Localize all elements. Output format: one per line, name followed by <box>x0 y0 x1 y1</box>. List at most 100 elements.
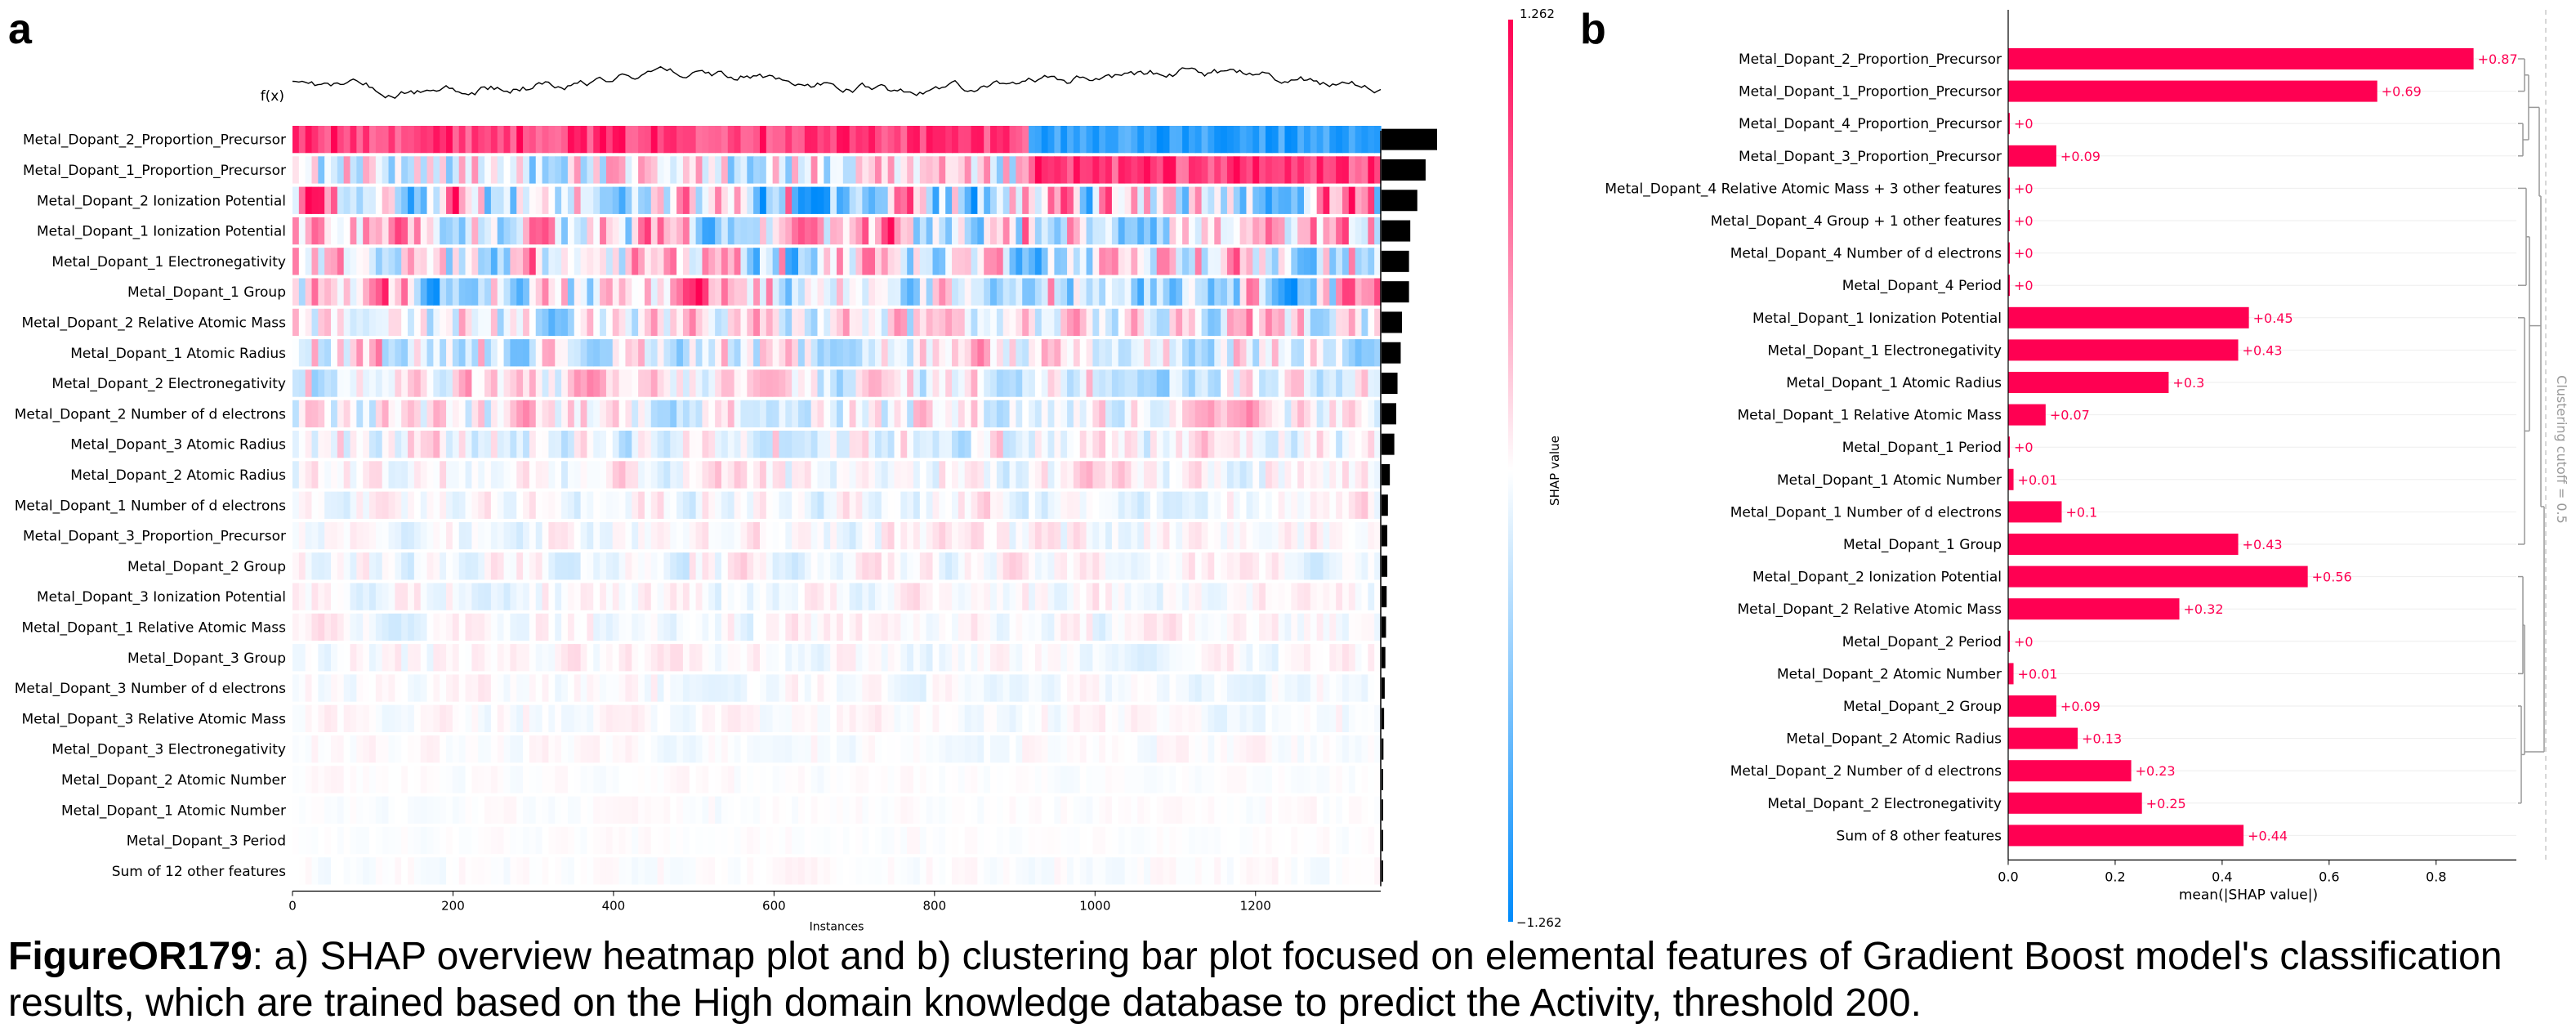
heatmap-cell <box>708 308 716 337</box>
heatmap-cell <box>695 552 703 580</box>
heatmap-cell <box>1169 766 1176 793</box>
heatmap-cell <box>945 552 953 580</box>
heatmap-cell <box>1336 156 1343 184</box>
heatmap-cell <box>1182 217 1190 245</box>
heatmap-cell <box>1099 735 1106 763</box>
heatmap-cell <box>1291 126 1298 154</box>
heatmap-cell <box>907 339 914 367</box>
heatmap-cell <box>766 644 774 672</box>
heatmap-cell <box>1265 278 1273 306</box>
heatmap-cell <box>644 156 652 184</box>
heatmap-cell <box>535 339 543 367</box>
heatmap-cell <box>408 461 415 489</box>
heatmap-cell <box>1201 583 1209 610</box>
heatmap-cell <box>356 796 364 824</box>
heatmap-cell <box>1208 431 1215 458</box>
feature-label: Metal_Dopant_3 Period <box>127 834 286 850</box>
heatmap-cell <box>715 217 722 245</box>
heatmap-cell <box>369 826 377 855</box>
heatmap-cell <box>734 126 742 154</box>
heatmap-cell <box>1041 644 1049 672</box>
heatmap-cell <box>298 339 306 367</box>
heatmap-cell <box>1002 826 1011 855</box>
heatmap-cell <box>842 431 850 458</box>
heatmap-cell <box>1124 583 1132 610</box>
heatmap-cell <box>1073 735 1081 763</box>
heatmap-cell <box>958 704 966 732</box>
heatmap-cell <box>1002 369 1011 397</box>
heatmap-cell <box>305 735 313 763</box>
heatmap-cell <box>1259 796 1266 824</box>
heatmap-cell <box>913 491 921 519</box>
heatmap-cell <box>1002 644 1011 672</box>
heatmap-cell <box>779 613 786 641</box>
heatmap-cell <box>1265 613 1273 641</box>
heatmap-cell <box>1291 339 1298 367</box>
heatmap-cell <box>535 217 543 245</box>
heatmap-cell <box>356 735 364 763</box>
heatmap-cell <box>708 156 716 184</box>
heatmap-cell <box>452 491 460 519</box>
heatmap-cell <box>702 644 709 672</box>
heatmap-cell <box>958 248 966 275</box>
heatmap-cell <box>324 248 332 275</box>
heatmap-cell <box>523 613 530 641</box>
heatmap-cell <box>939 217 946 245</box>
heatmap-cell <box>478 369 485 397</box>
heatmap-cell <box>350 369 357 397</box>
heatmap-cell <box>1118 369 1126 397</box>
heatmap-cell <box>958 217 966 245</box>
heatmap-cell <box>1265 674 1273 702</box>
heatmap-cell <box>1265 857 1273 885</box>
heatmap-cell <box>452 826 460 855</box>
heatmap-cell <box>766 491 774 519</box>
heatmap-cell <box>1291 308 1298 337</box>
heatmap-cell <box>952 156 959 184</box>
heatmap-cell <box>1297 491 1305 519</box>
heatmap-cell <box>1297 431 1305 458</box>
heatmap-cell <box>478 857 485 885</box>
heatmap-cell <box>612 308 620 337</box>
heatmap-cell <box>350 126 357 154</box>
heatmap-cell <box>1105 278 1113 306</box>
heatmap-cell <box>977 186 984 214</box>
heatmap-cell <box>1342 796 1350 824</box>
heatmap-cell <box>715 308 722 337</box>
heatmap-cell <box>542 521 550 550</box>
heatmap-cell <box>567 552 575 580</box>
importance-bar <box>1382 128 1437 150</box>
heatmap-cell <box>1047 644 1055 672</box>
heatmap-cell <box>1022 431 1029 458</box>
heatmap-cell <box>311 491 319 519</box>
heatmap-cell <box>490 339 498 367</box>
heatmap-cell <box>868 156 876 184</box>
heatmap-cell <box>413 248 422 275</box>
heatmap-cell <box>702 431 709 458</box>
heatmap-cell <box>1144 217 1151 245</box>
heatmap-cell <box>618 217 627 245</box>
heatmap-cell <box>1163 857 1171 885</box>
heatmap-cell <box>600 369 607 397</box>
heatmap-cell <box>605 521 614 550</box>
heatmap-cell <box>503 278 511 306</box>
heatmap-cell <box>824 704 831 732</box>
heatmap-cell <box>875 613 882 641</box>
heatmap-cell <box>1303 613 1311 641</box>
heatmap-cell <box>331 826 338 855</box>
heatmap-cell <box>363 704 370 732</box>
heatmap-cell <box>369 461 377 489</box>
heatmap-cell <box>887 431 895 458</box>
heatmap-cell <box>1047 826 1055 855</box>
heatmap-cell <box>433 186 440 214</box>
cutoff-label: Clustering cutoff = 0.5 <box>2554 375 2569 524</box>
heatmap-cell <box>523 126 530 154</box>
heatmap-cell <box>458 491 467 519</box>
heatmap-cell <box>747 857 754 885</box>
heatmap-cell <box>670 644 677 672</box>
heatmap-cell <box>842 278 850 306</box>
heatmap-cell <box>1054 826 1061 855</box>
heatmap-cell <box>446 248 453 275</box>
heatmap-cell <box>388 704 395 732</box>
heatmap-cell <box>311 156 319 184</box>
heatmap-cell <box>1271 278 1279 306</box>
